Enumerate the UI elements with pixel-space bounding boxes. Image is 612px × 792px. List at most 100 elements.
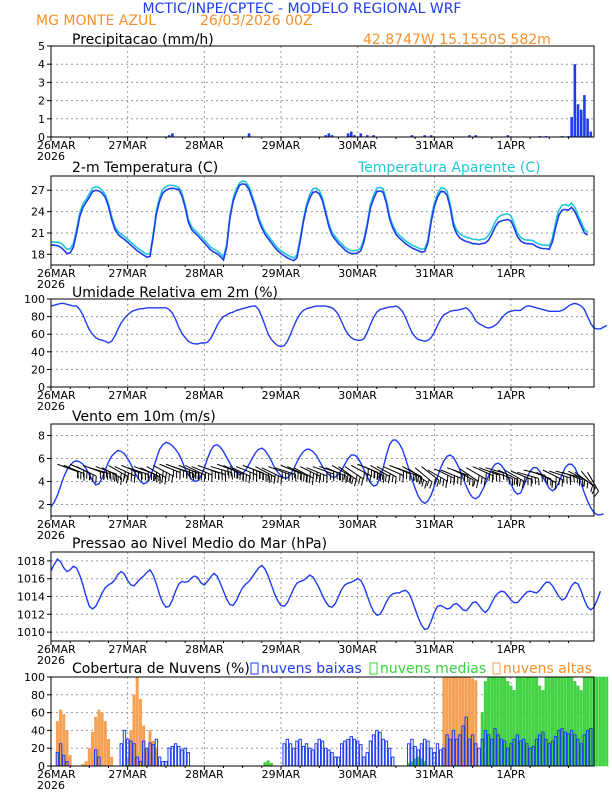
panel-pressure: Pressao ao Nivel Medio do Mar (hPa) 1010… [17,536,602,667]
precip-bar [573,64,577,137]
wind-barb-feather [502,472,505,480]
wind-barb-shaft [57,463,79,473]
cloud-bar [100,712,104,767]
wind-barb-feather [318,476,321,484]
cloud-bar [438,749,443,767]
cloud-bar [323,747,328,767]
wind-barb-feather [445,480,448,488]
precip-xtick-label: 30MAR [338,139,377,152]
wind-barb-shaft [351,464,371,477]
cloud-bar [381,738,385,767]
wind-barb [344,466,364,486]
wind-ytick-label: 4 [38,476,45,489]
cloud-bar [435,743,440,767]
wind-barb-shaft [465,467,486,480]
clouds-ytick-label: 80 [31,689,45,702]
rh-ytick-label: 60 [31,328,45,341]
wind-barb [414,467,433,489]
cloud-bar [285,738,290,767]
wind-barb [427,469,448,488]
legend-label-mid: nuvens medias [380,661,486,677]
wind-barb-shaft [76,466,97,477]
wind-barb-shaft [63,464,85,475]
precip-bar [359,133,363,137]
cloud-bar [266,760,270,767]
precip-ytick-label: 3 [38,76,45,89]
coords-label: 42.8747W 15.1550S 582m [363,32,551,48]
rh-ytick-label: 0 [38,381,45,394]
clouds-xtick-label: 1APR [497,768,526,781]
precip-bar [346,133,350,137]
wind-barb-feather [299,472,302,480]
precip-bar [372,135,375,137]
rh-series-line [50,302,608,348]
wind-barb-feather [124,471,126,479]
wind-barb-feather [561,479,564,487]
panel-rh: Umidade Relativa em 2m (%) 020406080100 … [24,285,608,413]
cloud-bar [183,747,187,767]
cloud-bar [387,747,392,767]
precip-bars [167,64,593,137]
cloud-bar [308,747,312,767]
cloud-bar [157,756,162,767]
wind-y-ticks: 2 4 6 8 [38,430,51,512]
wind-barb-shaft [229,466,250,477]
wind-x-ticks: 26MAR 27MAR 28MAR 29MAR 30MAR 31MAR 1APR 2026 [37,516,569,542]
wind-barb [504,469,525,488]
cloud-bar [110,756,114,767]
cloud-bar [170,745,175,767]
wind-barb-feather [483,478,486,486]
temp-xtick-label: 31MAR [415,267,454,280]
wind-barb-feather [221,469,223,477]
temp-ytick-label: 18 [31,248,45,261]
precip-xtick-label: 31MAR [415,139,454,152]
location-label: MG MONTE AZUL [36,13,156,29]
cloud-bar [119,743,123,767]
wind-barb-feather [506,473,508,481]
wind-barb-feather [303,474,305,482]
wind-barb-feather [120,477,123,486]
wind-frame [50,423,595,517]
temp-frame [50,175,595,266]
clouds-bars [55,676,609,767]
temp-xtick-label: 26MAR [37,267,76,280]
run-label: 26/03/2026 00Z [200,13,313,29]
wind-barb [108,464,129,484]
wind-barb-feather [277,475,279,483]
precip-ytick-label: 4 [38,58,45,71]
clouds-xtick-label: 27MAR [108,768,147,781]
wind-barb-shaft [121,464,142,475]
wind-barb-feather [346,474,349,482]
wind-barb [465,467,486,486]
wind-barb-feather [468,478,471,486]
cloud-bar [180,749,184,767]
wind-barb-feather [274,474,276,482]
legend-swatch-high [492,662,501,675]
wind-barb-shaft [434,468,455,479]
legend-label-high: nuvens altas [503,661,592,677]
wind-barb-feather [119,472,122,480]
wind-barb [216,463,239,479]
wind-barb-shaft [414,467,433,483]
wind-barb-feather [159,476,161,485]
wind-barb-feather [522,480,525,488]
precip-x-ticks: 26MAR 27MAR 28MAR 29MAR 30MAR 31MAR 1APR 2026 [37,137,569,163]
precip-bar [468,135,471,137]
precip-bar [506,135,510,137]
precip-bar [429,135,433,137]
clouds-ytick-label: 0 [38,760,45,773]
clouds-xtick-label: 30MAR [338,768,377,781]
wind-xtick-label: 1APR [497,518,526,531]
pressure-xtick-label: 26MAR [37,643,76,656]
wind-barb-feather [355,474,358,482]
wind-barb-shaft [268,466,290,475]
wind-barb-feather [534,477,537,485]
wind-barb-feather [158,473,161,482]
pressure-xtick-label: 28MAR [185,643,224,656]
wind-barb-feather [305,474,308,482]
wind-barb [542,469,564,487]
rh-xtick-label: 28MAR [185,389,224,402]
wind-barb-feather [343,472,346,480]
wind-barb-feather [127,472,129,480]
wind-barb-feather [309,471,311,479]
